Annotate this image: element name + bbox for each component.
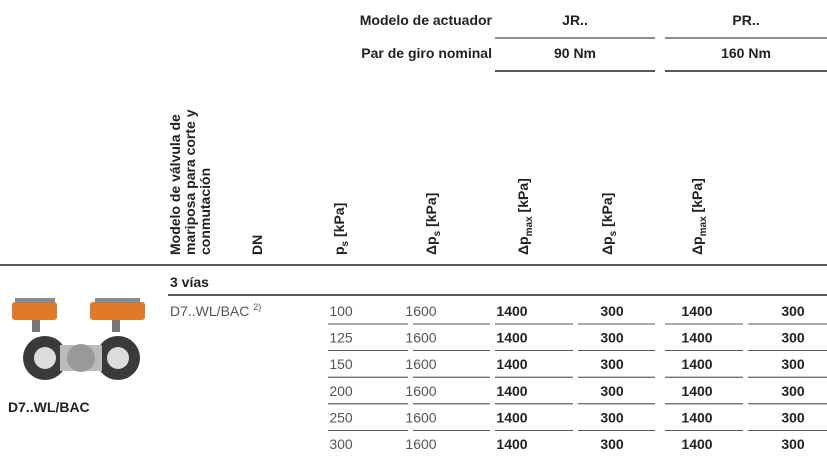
header-base: Δp bbox=[515, 236, 531, 255]
cell: 1400 bbox=[681, 383, 712, 399]
torque-label: Par de giro nominal bbox=[361, 45, 492, 61]
header-sub: s bbox=[432, 230, 443, 236]
column-header: Δpmax [kPa] bbox=[689, 178, 709, 255]
model: D7..WL/BAC 2) bbox=[170, 302, 261, 319]
cell: 300 bbox=[781, 330, 805, 346]
cell: 1400 bbox=[496, 409, 527, 425]
cell: 300 bbox=[781, 356, 805, 372]
column-header: Δpmax [kPa] bbox=[515, 178, 535, 255]
valve-header: Modelo de válvula de bbox=[167, 114, 183, 255]
header-sub: s bbox=[608, 230, 619, 236]
cell: 300 bbox=[329, 436, 353, 452]
header-sub: s bbox=[340, 240, 351, 246]
cell: 300 bbox=[781, 409, 805, 425]
header-sub: max bbox=[698, 216, 709, 236]
cell: 1400 bbox=[681, 356, 712, 372]
cell: 150 bbox=[329, 356, 353, 372]
header-unit: [kPa] bbox=[331, 203, 347, 241]
cell: 300 bbox=[600, 383, 624, 399]
cell: 250 bbox=[329, 409, 353, 425]
product-name: D7..WL/BAC bbox=[8, 399, 90, 415]
cell: 1400 bbox=[681, 303, 712, 319]
cell: 1600 bbox=[405, 436, 436, 452]
cell: 1400 bbox=[496, 436, 527, 452]
actuator: PR.. bbox=[732, 12, 759, 28]
cell: 1400 bbox=[681, 409, 712, 425]
cell: 300 bbox=[600, 330, 624, 346]
column-header: DN bbox=[249, 235, 265, 255]
cell: 1600 bbox=[405, 356, 436, 372]
cell: 1400 bbox=[496, 356, 527, 372]
cell: 1600 bbox=[405, 330, 436, 346]
cell: 1400 bbox=[496, 330, 527, 346]
actuator: JR.. bbox=[562, 12, 588, 28]
header-base: Δp bbox=[689, 236, 705, 255]
torque: 90 Nm bbox=[554, 45, 596, 61]
header-unit: [kPa] bbox=[423, 193, 439, 231]
header-base: Δp bbox=[423, 236, 439, 255]
cell: 200 bbox=[329, 383, 353, 399]
column-header: Δps [kPa] bbox=[599, 193, 619, 255]
cell: 100 bbox=[329, 303, 353, 319]
header-base: Δp bbox=[599, 236, 615, 255]
cell: 300 bbox=[600, 356, 624, 372]
cell: 1600 bbox=[405, 303, 436, 319]
actuator-label: Modelo de actuador bbox=[360, 12, 493, 28]
cell: 1600 bbox=[405, 383, 436, 399]
cell: 300 bbox=[781, 303, 805, 319]
cell: 1400 bbox=[681, 330, 712, 346]
cell: 300 bbox=[781, 436, 805, 452]
header-base: DN bbox=[249, 235, 265, 255]
valve-header: conmutación bbox=[197, 168, 213, 255]
group-label: 3 vías bbox=[170, 274, 209, 290]
column-header: ps [kPa] bbox=[331, 203, 351, 255]
header-unit: [kPa] bbox=[599, 193, 615, 231]
header-sub: max bbox=[524, 216, 535, 236]
cell: 300 bbox=[600, 409, 624, 425]
cell: 1600 bbox=[405, 409, 436, 425]
header-unit: [kPa] bbox=[689, 178, 705, 216]
valve-image bbox=[12, 298, 145, 380]
cell: 125 bbox=[329, 330, 353, 346]
torque: 160 Nm bbox=[721, 45, 771, 61]
cell: 300 bbox=[600, 303, 624, 319]
header-unit: [kPa] bbox=[515, 178, 531, 216]
cell: 1400 bbox=[681, 436, 712, 452]
cell: 1400 bbox=[496, 303, 527, 319]
cell: 300 bbox=[781, 383, 805, 399]
column-header: Δps [kPa] bbox=[423, 193, 443, 255]
header-base: p bbox=[331, 246, 347, 255]
cell: 300 bbox=[600, 436, 624, 452]
cell: 1400 bbox=[496, 383, 527, 399]
valve-header: mariposa para corte y bbox=[182, 109, 198, 255]
